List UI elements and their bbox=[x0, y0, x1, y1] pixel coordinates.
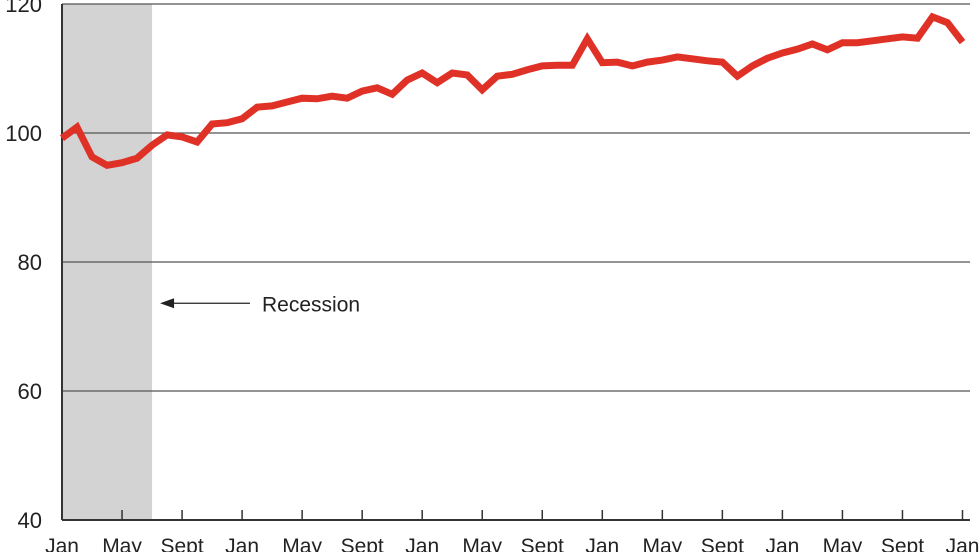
x-tick-label: May bbox=[282, 535, 322, 552]
x-tick-label: Sept bbox=[160, 535, 203, 552]
y-tick-label: 40 bbox=[18, 508, 42, 533]
x-tick-label: Sept bbox=[341, 535, 384, 552]
x-tick-label: May bbox=[823, 535, 863, 552]
y-tick-label: 80 bbox=[18, 250, 42, 275]
x-tick-label: Jan bbox=[765, 535, 799, 552]
y-tick-label: 120 bbox=[5, 0, 42, 17]
x-tick-label: Sept bbox=[881, 535, 924, 552]
y-tick-label: 100 bbox=[5, 121, 42, 146]
series-line bbox=[62, 17, 963, 165]
x-tick-label: Jan bbox=[45, 535, 79, 552]
x-tick-label: May bbox=[102, 535, 142, 552]
y-tick-label: 60 bbox=[18, 379, 42, 404]
x-tick-label: Jan bbox=[225, 535, 259, 552]
x-tick-label: Jan bbox=[405, 535, 439, 552]
x-tick-label: Sept bbox=[521, 535, 564, 552]
x-tick-label: Jan bbox=[585, 535, 619, 552]
x-tick-label: May bbox=[642, 535, 682, 552]
recession-label: Recession bbox=[262, 293, 360, 316]
x-tick-label: Sept bbox=[701, 535, 744, 552]
recession-arrow-head bbox=[160, 298, 174, 308]
x-tick-label: Jan bbox=[946, 535, 980, 552]
x-tick-label: May bbox=[462, 535, 502, 552]
